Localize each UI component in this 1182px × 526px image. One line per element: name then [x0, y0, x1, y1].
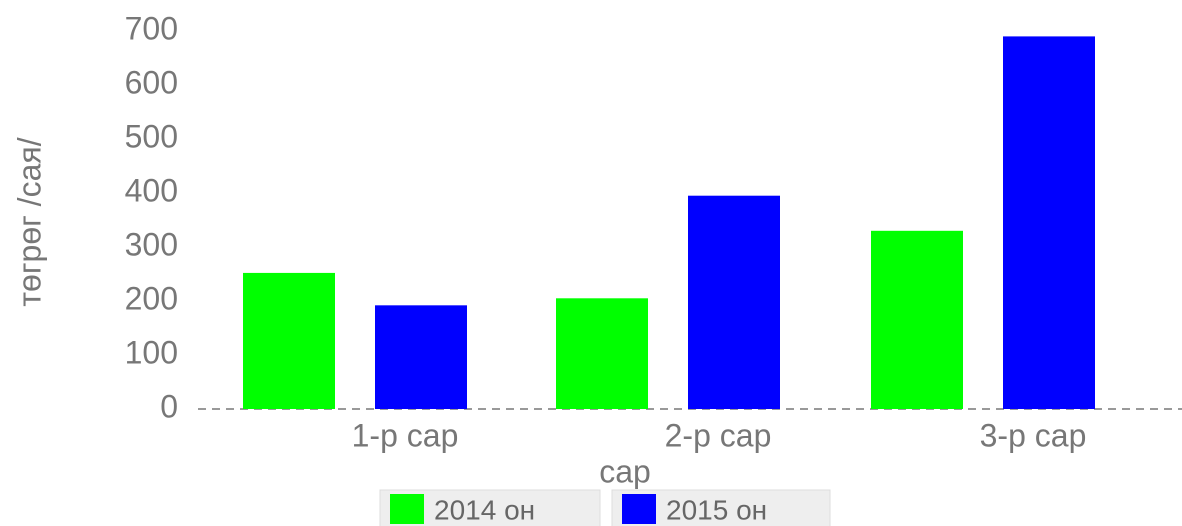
- bar: [871, 230, 963, 409]
- legend-swatch: [390, 494, 424, 524]
- bar: [556, 298, 648, 409]
- y-axis-label: төгрөг /сая/: [11, 137, 47, 306]
- x-axis-label: сар: [599, 453, 651, 489]
- x-tick-label: 1-р сар: [352, 417, 459, 453]
- legend-swatch: [622, 494, 656, 524]
- y-tick-label: 500: [125, 118, 178, 154]
- y-tick-label: 400: [125, 172, 178, 208]
- bar: [1003, 36, 1095, 410]
- y-tick-label: 600: [125, 64, 178, 100]
- y-tick-label: 0: [160, 388, 178, 424]
- x-tick-label: 2-р сар: [665, 417, 772, 453]
- bar: [243, 272, 335, 409]
- bar: [688, 195, 780, 409]
- x-tick-label: 3-р сар: [980, 417, 1087, 453]
- y-tick-label: 200: [125, 280, 178, 316]
- legend-label: 2015 он: [666, 494, 767, 525]
- y-tick-label: 700: [125, 10, 178, 46]
- legend-label: 2014 он: [434, 494, 535, 525]
- y-tick-label: 100: [125, 334, 178, 370]
- bar: [375, 305, 467, 409]
- y-tick-label: 300: [125, 226, 178, 262]
